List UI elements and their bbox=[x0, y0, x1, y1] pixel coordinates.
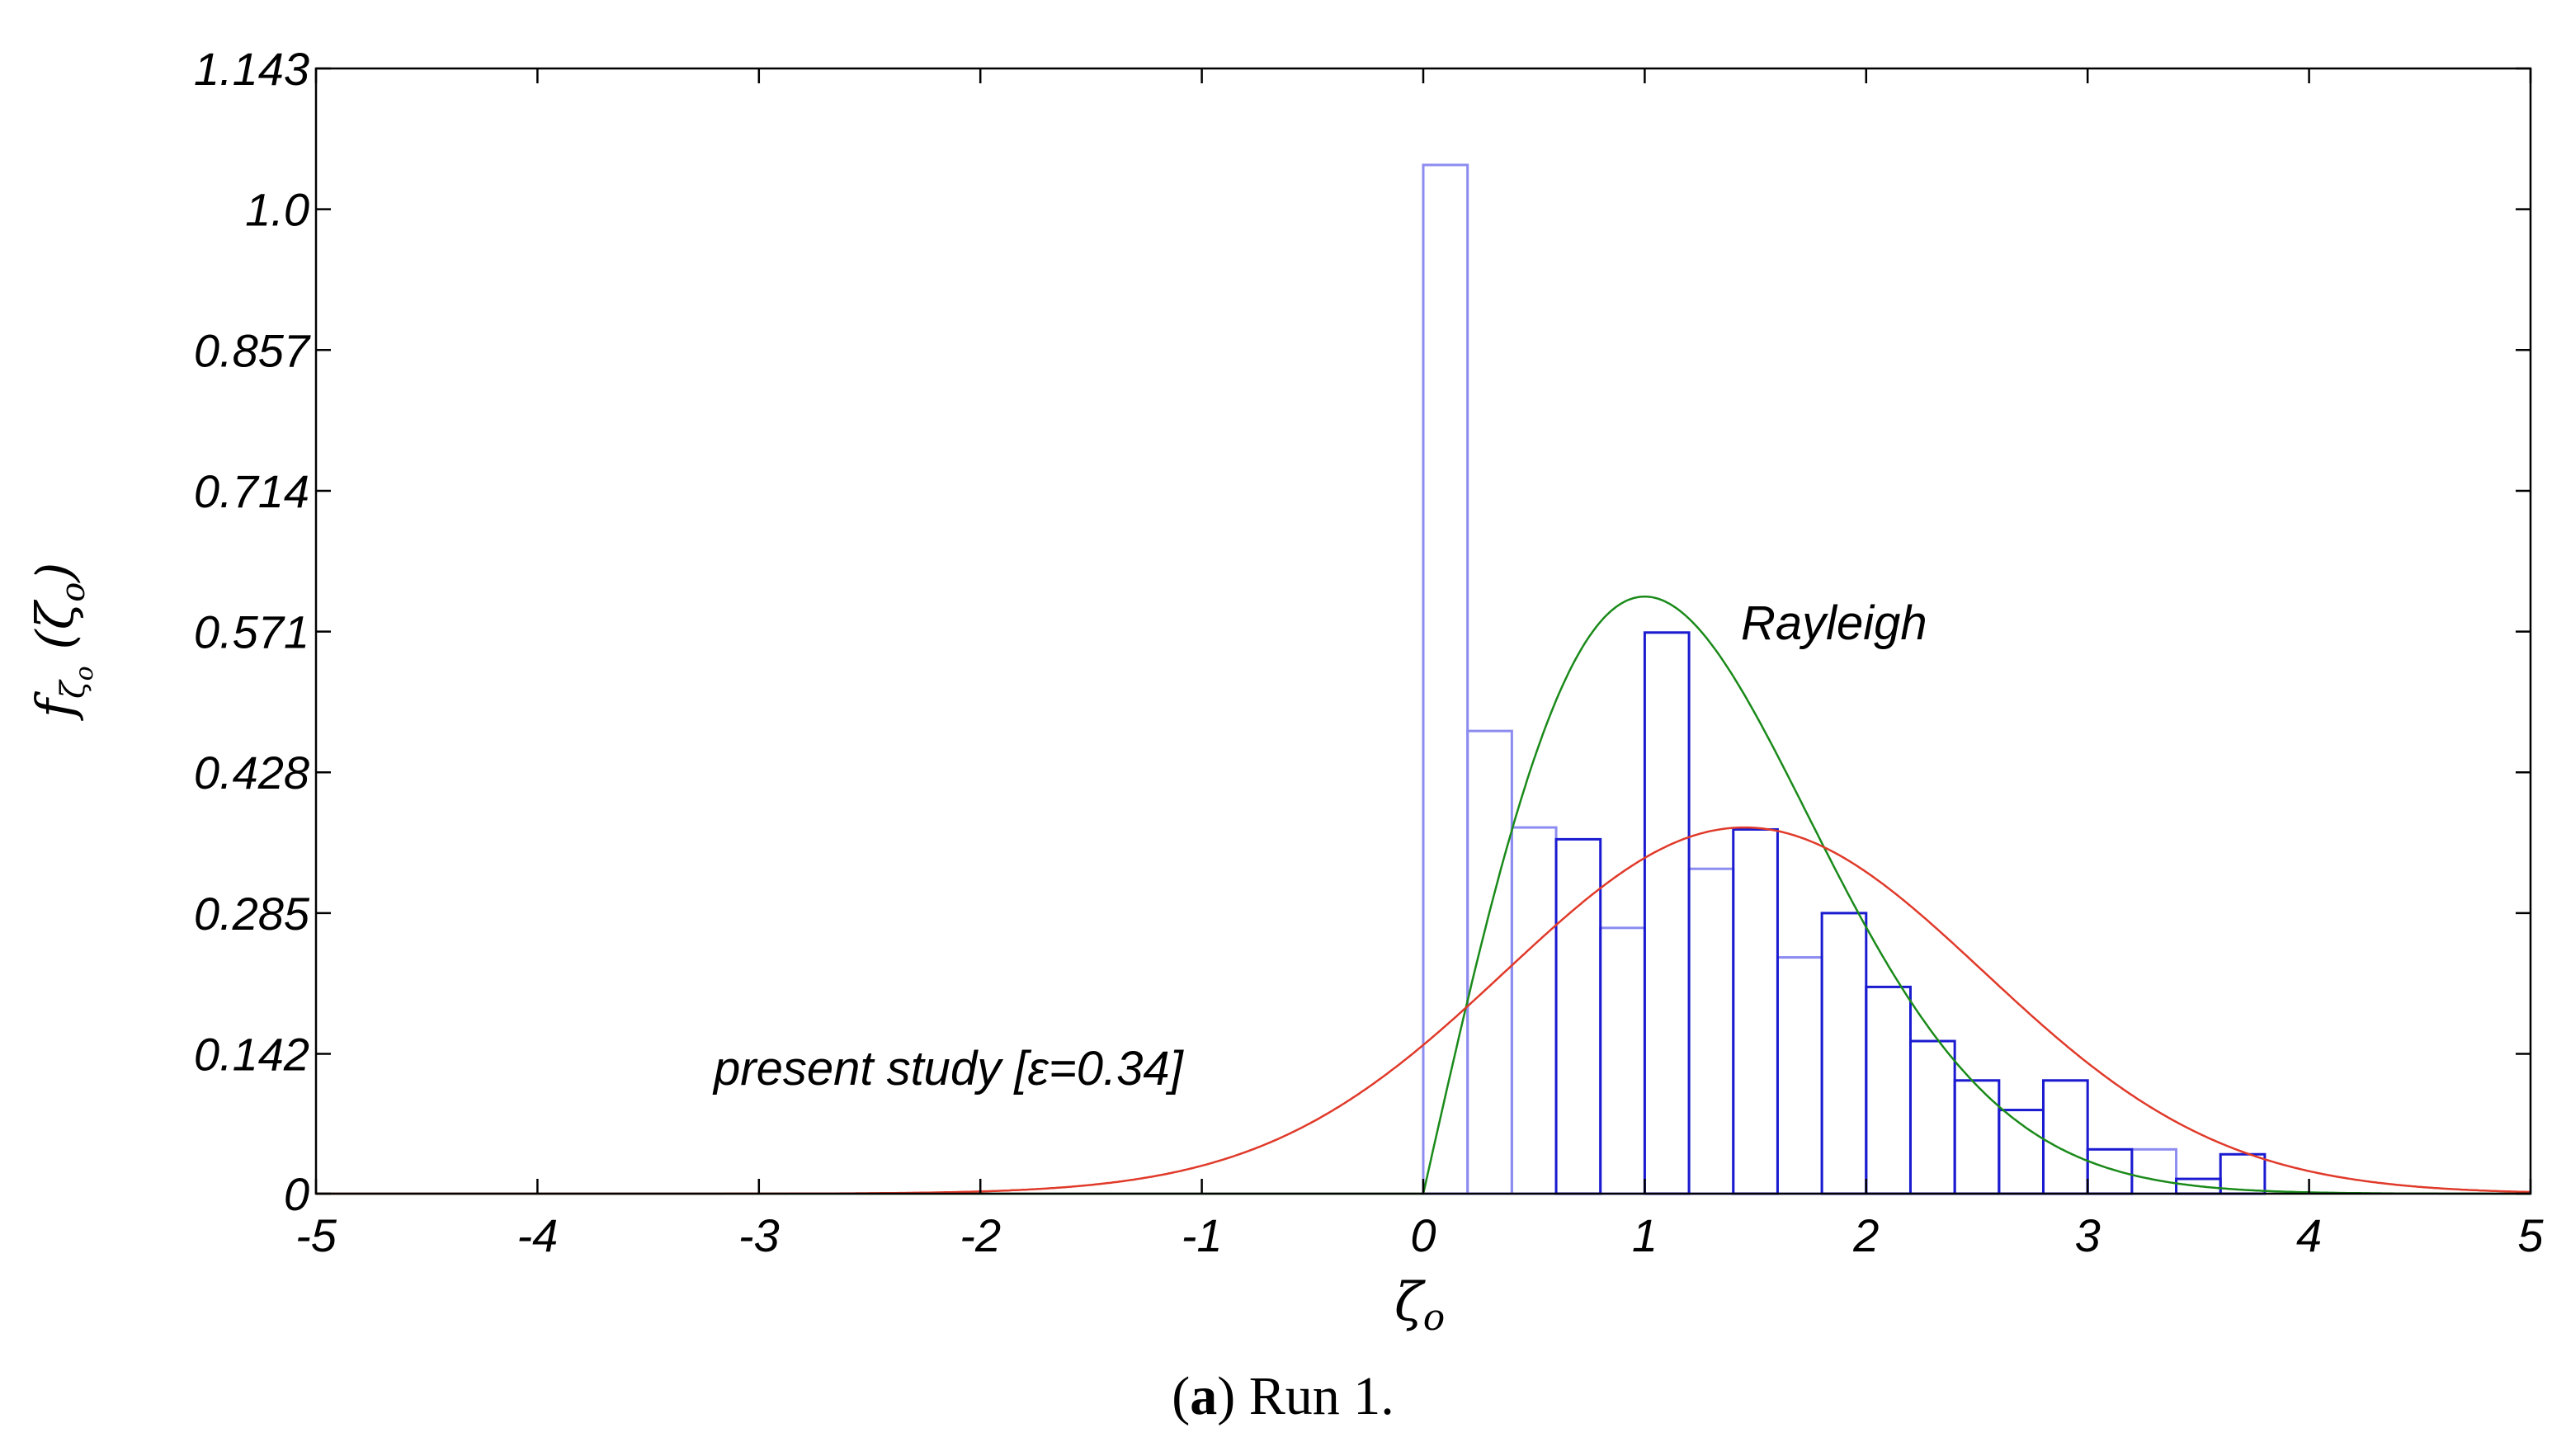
y-tick-label: 0.142 bbox=[194, 1029, 309, 1081]
x-tick-label: 1 bbox=[1632, 1209, 1658, 1261]
axis-ticks bbox=[314, 67, 2532, 1195]
x-tick-label: -3 bbox=[738, 1209, 780, 1261]
x-tick-label: 4 bbox=[2296, 1209, 2322, 1261]
x-tick-label: 5 bbox=[2517, 1209, 2544, 1261]
x-axis-label: ζo bbox=[1394, 1272, 1445, 1339]
caption-letter: a bbox=[1190, 1366, 1218, 1426]
histogram-bar bbox=[1510, 826, 1558, 1195]
caption-text: Run 1. bbox=[1248, 1366, 1394, 1426]
histogram-light-bars bbox=[1422, 163, 2178, 1195]
y-tick-labels: 0 0.142 0.285 0.428 0.571 0.714 0.857 1.0 1.143 bbox=[194, 43, 311, 1220]
y-tick-label: 0 bbox=[284, 1168, 309, 1220]
histogram-bar bbox=[1820, 912, 1868, 1195]
y-tick-label: 0.857 bbox=[194, 324, 311, 376]
x-tick-label: -1 bbox=[1182, 1209, 1223, 1261]
y-tick-label: 0.714 bbox=[194, 465, 309, 517]
histogram-bar bbox=[2130, 1147, 2178, 1195]
x-tick-label: 2 bbox=[1852, 1209, 1879, 1261]
histogram-bar bbox=[1643, 631, 1691, 1195]
x-tick-label: 3 bbox=[2075, 1209, 2101, 1261]
histogram-bar bbox=[1953, 1079, 2001, 1195]
histogram-bar bbox=[2042, 1079, 2089, 1195]
histogram-bar bbox=[1599, 926, 1646, 1195]
histogram-bar bbox=[1687, 867, 1735, 1195]
histogram-bar bbox=[1908, 1039, 1956, 1195]
rayleigh-curve-label: Rayleigh bbox=[1741, 596, 1927, 650]
chart: -5 -4 -3 -2 -1 0 1 2 3 4 5 0 0.142 0.285 0.428 0.571 0.… bbox=[25, 43, 2544, 1339]
x-tick-labels: -5 -4 -3 -2 -1 0 1 2 3 4 5 bbox=[295, 1209, 2544, 1261]
y-axis-label: fζo (ζo) bbox=[25, 563, 99, 722]
figure-caption: (a) Run 1. bbox=[1172, 1366, 1394, 1426]
histogram-bar bbox=[1776, 956, 1823, 1195]
histogram-bar bbox=[1466, 729, 1513, 1195]
histogram-bar bbox=[1865, 985, 1912, 1195]
x-tick-label: -5 bbox=[295, 1209, 337, 1261]
present-study-curve-label: present study [ε=0.34] bbox=[712, 1042, 1185, 1096]
histogram-bar bbox=[1998, 1109, 2045, 1195]
y-tick-label: 0.571 bbox=[194, 606, 309, 658]
x-tick-label: -4 bbox=[517, 1209, 559, 1261]
y-tick-label: 1.0 bbox=[245, 184, 309, 236]
x-tick-label: -2 bbox=[960, 1209, 1001, 1261]
x-tick-label: 0 bbox=[1410, 1209, 1436, 1261]
histogram-dark-bars bbox=[1554, 631, 2266, 1195]
histogram-bar bbox=[2086, 1147, 2134, 1195]
y-tick-label: 0.285 bbox=[194, 888, 310, 940]
histogram-bar bbox=[1732, 827, 1779, 1195]
y-tick-label: 1.143 bbox=[194, 43, 309, 95]
y-tick-label: 0.428 bbox=[194, 747, 309, 799]
